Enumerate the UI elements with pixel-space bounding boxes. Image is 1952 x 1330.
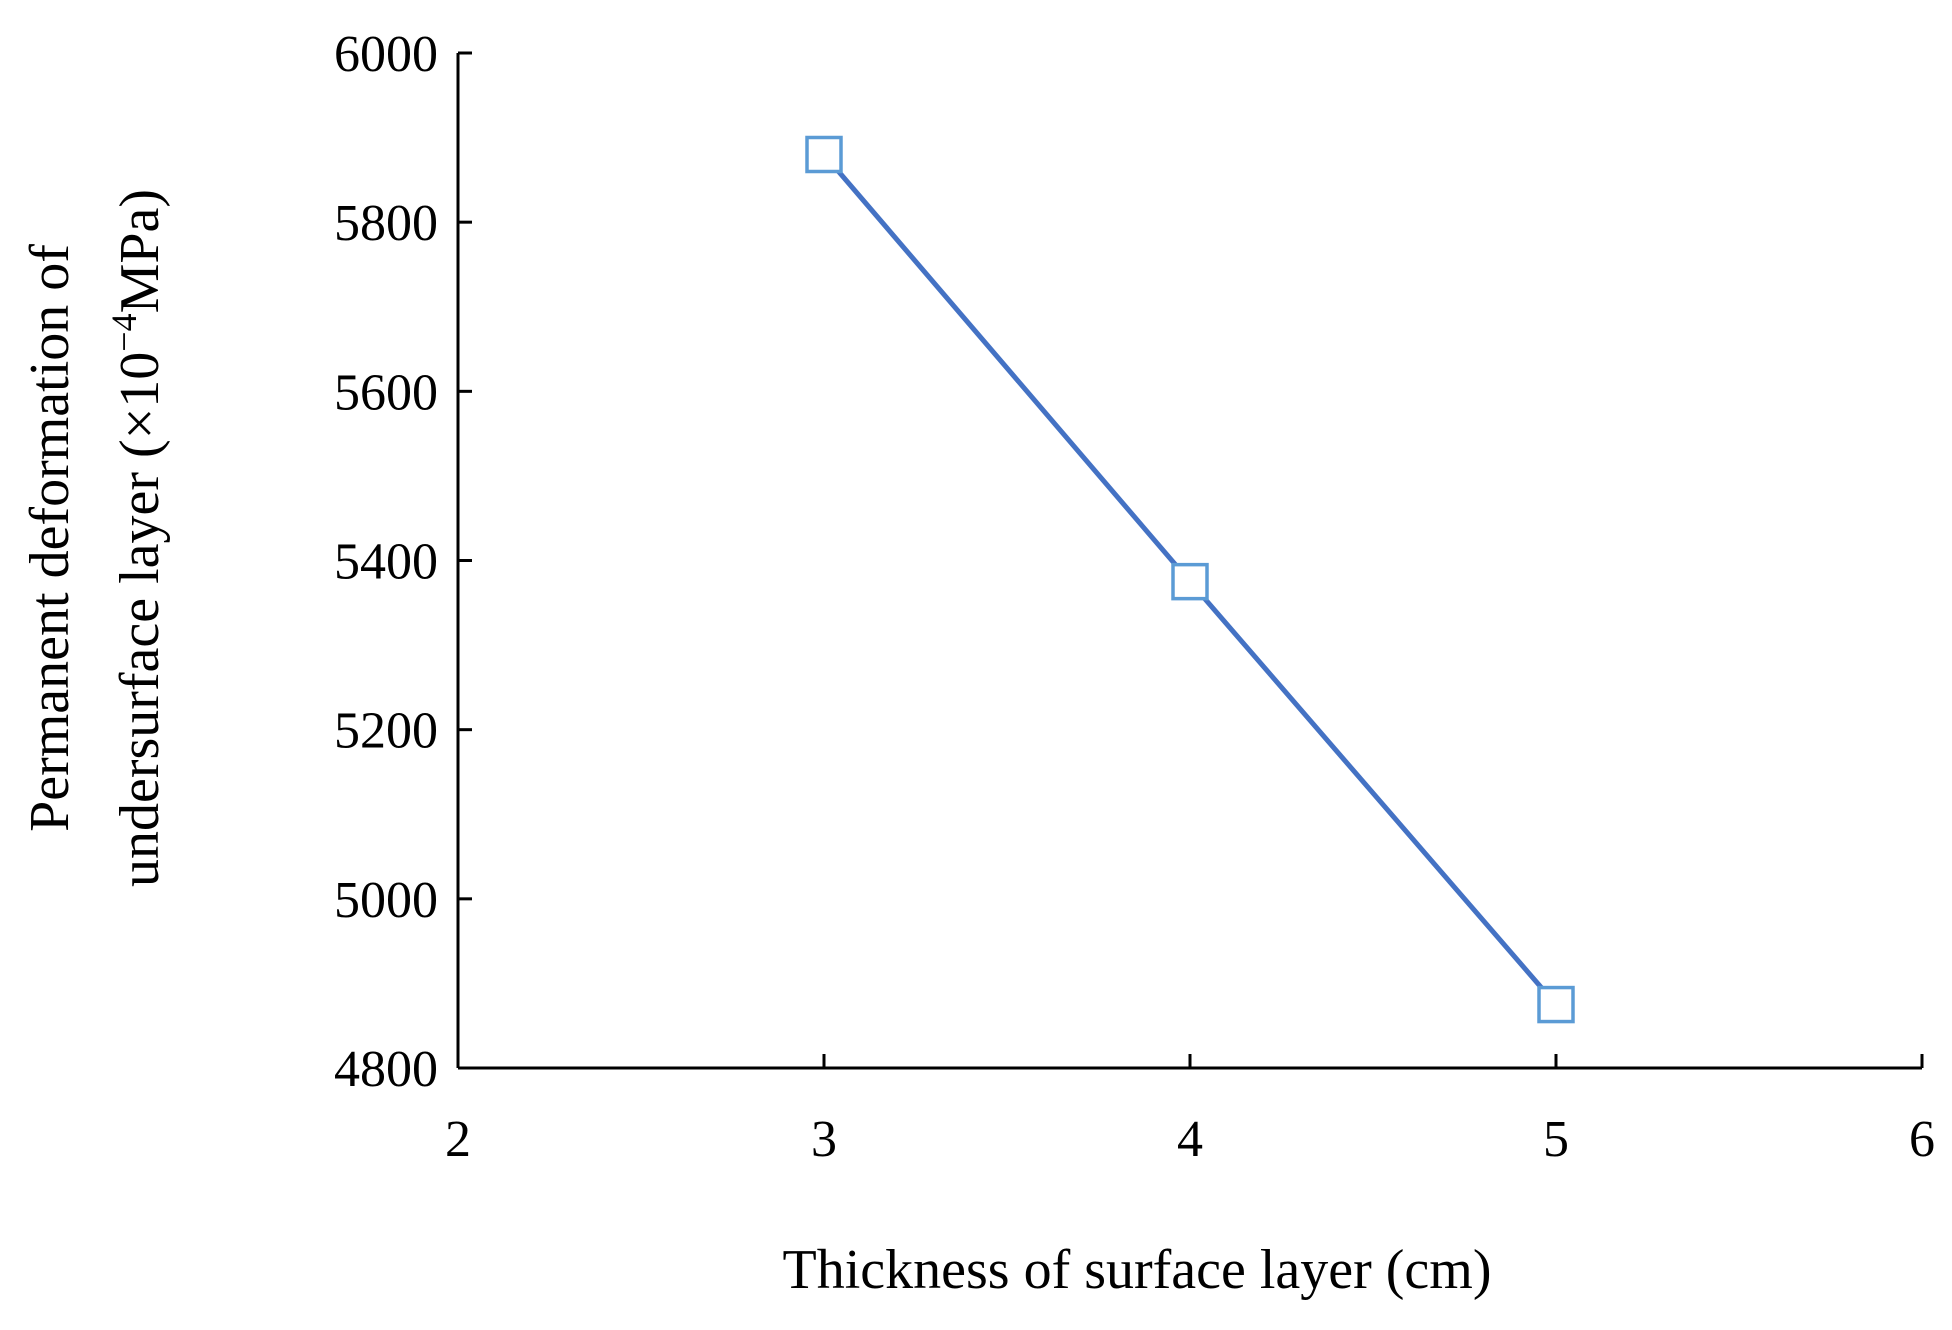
y-tick-label: 5200: [334, 703, 438, 760]
y-tick-label: 5400: [334, 534, 438, 591]
x-tick-label: 4: [1177, 1111, 1203, 1168]
x-tick-label: 3: [811, 1111, 837, 1168]
y-tick-label: 5000: [334, 872, 438, 929]
y-axis-title-line1: Permanent deformation of: [19, 244, 81, 832]
y-axis-title-suffix: MPa): [109, 189, 171, 313]
y-tick-label: 5600: [334, 364, 438, 421]
data-point-marker: [805, 135, 843, 174]
data-point-marker: [1537, 985, 1575, 1024]
series-group: [805, 135, 1575, 1024]
y-axis-title-exponent: −4: [104, 313, 144, 351]
x-axis-ticks: 2 3 4 5 6: [445, 1054, 1935, 1168]
x-tick-label: 5: [1543, 1111, 1569, 1168]
x-tick-label: 2: [445, 1111, 471, 1168]
x-tick-label: 6: [1909, 1111, 1935, 1168]
y-tick-label: 4800: [334, 1041, 438, 1098]
x-axis-title: Thickness of surface layer (cm): [783, 1239, 1492, 1301]
y-axis-title-line2: undersurface layer (×10−4MPa): [104, 189, 171, 887]
y-axis-title: Permanent deformation of undersurface la…: [19, 189, 171, 887]
y-axis-ticks: 4800 5000 5200 5400 5600 5800 6000: [334, 26, 472, 1098]
y-axis-title-prefix: undersurface layer (×10: [109, 352, 171, 887]
y-tick-label: 5800: [334, 195, 438, 252]
axes: [456, 53, 1922, 1070]
y-tick-label: 6000: [334, 26, 438, 83]
data-point-marker: [1171, 562, 1209, 601]
